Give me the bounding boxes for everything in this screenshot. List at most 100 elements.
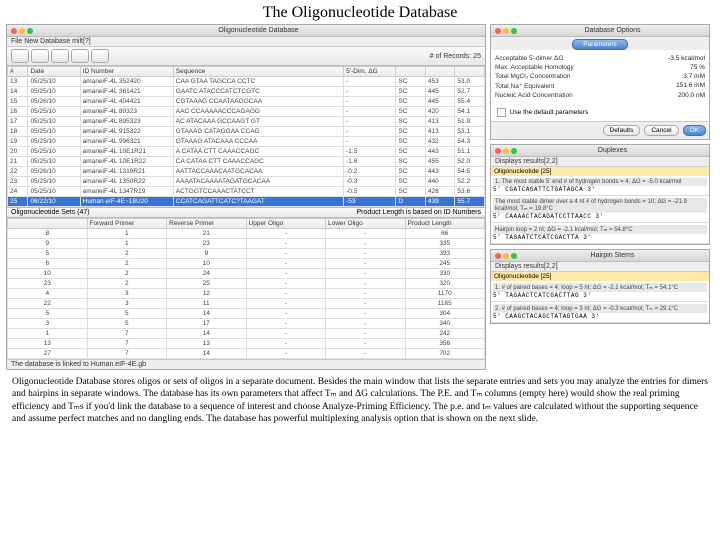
minimize-icon[interactable]: [503, 148, 509, 154]
main-titlebar[interactable]: Oligonucleotide Database: [7, 25, 485, 37]
table-row[interactable]: 22311--1165: [8, 299, 485, 309]
dup-section: 1. The most stable 5' end # of hydrogen …: [491, 176, 709, 196]
table-row[interactable]: 1905/25/10amaneiF-4L 996321GTAAAG ATACAA…: [8, 137, 485, 147]
dup-section: The most stable dimer over a 4 nt # of h…: [491, 196, 709, 223]
table-row[interactable]: 529--393: [8, 249, 485, 259]
table-row[interactable]: 2005/25/10amaneiF-4L 10E1R21A CATAA CTT …: [8, 147, 485, 157]
close-icon[interactable]: [495, 28, 501, 34]
table-row[interactable]: 1405/25/10amaneiF-4L 361421GAATC ATACCCA…: [8, 87, 485, 97]
table-row[interactable]: 1505/26/10amaneiF-4L 404421CGTAAAG CCAAT…: [8, 97, 485, 107]
col-header[interactable]: Upper Oligo: [246, 219, 326, 229]
tool-btn-5[interactable]: [91, 49, 109, 63]
opt-row: Total MgCl₂ Concentration3.7 mM: [495, 72, 705, 81]
sets-grid: Forward PrimerReverse PrimerUpper OligoL…: [7, 218, 485, 359]
table-row[interactable]: 4312--1170: [8, 289, 485, 299]
table-row[interactable]: 13713--356: [8, 339, 485, 349]
hair-oligo: Oligonucleotide [25]: [491, 272, 709, 281]
dup-section: Hairpin loop = 2 nt; ΔG = -2.1 kcal/mol;…: [491, 223, 709, 244]
opt-row: Acceptable 5'-dimer ΔG-3.5 kcal/mol: [495, 54, 705, 63]
dup-titlebar[interactable]: Duplexes: [491, 145, 709, 157]
zoom-icon[interactable]: [511, 148, 517, 154]
opts-title: Database Options: [520, 27, 705, 34]
duplexes-window: Duplexes Displays results[2,2] Oligonucl…: [490, 144, 710, 245]
main-footer: The database is linked to Human.eIF-4E.g…: [7, 359, 485, 369]
options-window: Database Options Parameters Acceptable 5…: [490, 24, 710, 140]
col-header[interactable]: [425, 67, 455, 77]
close-icon[interactable]: [495, 148, 501, 154]
hairpin-window: Hairpin Stems Displays results[2,2] Olig…: [490, 249, 710, 324]
col-header[interactable]: [8, 219, 88, 229]
records-count: # of Records: 25: [430, 53, 481, 60]
zoom-icon[interactable]: [511, 28, 517, 34]
sets-note: Product Length is based on ID Numbers: [356, 209, 481, 216]
defaults-button[interactable]: Defaults: [603, 125, 641, 136]
table-row[interactable]: 1605/25/10amaneiF-4L 80323AAC CCAAAAACCC…: [8, 107, 485, 117]
dup-sub: Displays results[2,2]: [491, 157, 709, 167]
default-params-checkbox[interactable]: [497, 108, 506, 117]
main-db-window: Oligonucleotide Database File New Databa…: [6, 24, 486, 370]
table-row[interactable]: 2405/25/10amaneiF-4L 1347R19ACTGGTCCAAAC…: [8, 187, 485, 197]
caption-text: Oligonucleotide Database stores oligos o…: [0, 370, 720, 429]
table-row[interactable]: 1305/25/10amaneiF-4L 352420CAA GTAA TAGC…: [8, 77, 485, 87]
cancel-button[interactable]: Cancel: [644, 125, 678, 136]
table-row[interactable]: 2305/25/10amaneiF-4L 1350R22AAAATACAAAAT…: [8, 177, 485, 187]
opt-row: Nucleic Acid Concentration200.0 nM: [495, 91, 705, 100]
col-header[interactable]: [396, 67, 426, 77]
ok-button[interactable]: OK: [683, 125, 706, 136]
checkbox-label: Use the default parameters: [510, 109, 588, 116]
table-row[interactable]: 6210--245: [8, 259, 485, 269]
page-title: The Oligonucleotide Database: [0, 4, 720, 22]
minimize-icon[interactable]: [503, 28, 509, 34]
close-icon[interactable]: [495, 253, 501, 259]
table-row[interactable]: 23225--320: [8, 279, 485, 289]
table-row[interactable]: 1714--242: [8, 329, 485, 339]
zoom-icon[interactable]: [511, 253, 517, 259]
parameters-tab[interactable]: Parameters: [572, 39, 628, 50]
opt-row: Max. Acceptable Homology75 %: [495, 63, 705, 72]
table-row[interactable]: 2506/22/10Human eIF-4E~18U20CCATCAGATTCA…: [8, 197, 485, 207]
main-window-title: Oligonucleotide Database: [36, 27, 481, 34]
sets-label: Oligonucleotide Sets (47): [11, 209, 90, 216]
hair-title: Hairpin Stems: [520, 252, 705, 259]
table-row[interactable]: 1705/25/10amaneiF-4L 895323AC ATACAAA GC…: [8, 117, 485, 127]
zoom-icon[interactable]: [27, 28, 33, 34]
table-row[interactable]: 8121--66: [8, 229, 485, 239]
col-header[interactable]: 5'-Dim. ΔG: [344, 67, 396, 77]
minimize-icon[interactable]: [19, 28, 25, 34]
table-row[interactable]: 2105/25/10amaneiF-4L 10E1R22CA CATAA CTT…: [8, 157, 485, 167]
main-menubar[interactable]: File New Database milt[?]: [7, 37, 485, 47]
table-row[interactable]: 3517--340: [8, 319, 485, 329]
col-header[interactable]: Lower Oligo: [326, 219, 406, 229]
tool-btn-1[interactable]: [11, 49, 29, 63]
opt-row: Total Na⁺ Equivalent151.6 mM: [495, 81, 705, 91]
hair-section: 1. # of paired bases = 4; loop = 5 nt; Δ…: [491, 281, 709, 302]
col-header[interactable]: #: [8, 67, 28, 77]
table-row[interactable]: 10224--330: [8, 269, 485, 279]
dup-oligo: Oligonucleotide [25]: [491, 167, 709, 176]
sets-header: Oligonucleotide Sets (47) Product Length…: [7, 207, 485, 218]
minimize-icon[interactable]: [503, 253, 509, 259]
records-grid: #DateID NumberSequence5'-Dim. ΔG1305/25/…: [7, 66, 485, 207]
col-header[interactable]: Date: [28, 67, 80, 77]
table-row[interactable]: 27714--702: [8, 349, 485, 359]
tool-btn-3[interactable]: [51, 49, 69, 63]
table-row[interactable]: 2205/26/10amaneiF-4L 1319R21AATTACCAAACA…: [8, 167, 485, 177]
table-row[interactable]: 1805/25/10amaneiF-4L 915322GTAAAG CATAGG…: [8, 127, 485, 137]
hair-titlebar[interactable]: Hairpin Stems: [491, 250, 709, 262]
tool-btn-4[interactable]: [71, 49, 89, 63]
col-header[interactable]: Product Length: [405, 219, 485, 229]
col-header[interactable]: Forward Primer: [87, 219, 167, 229]
col-header[interactable]: Reverse Primer: [167, 219, 247, 229]
col-header[interactable]: Sequence: [173, 67, 343, 77]
col-header[interactable]: [455, 67, 485, 77]
opts-titlebar[interactable]: Database Options: [491, 25, 709, 37]
table-row[interactable]: 9123--335: [8, 239, 485, 249]
hair-sub: Displays results[2,2]: [491, 262, 709, 272]
opts-body: Acceptable 5'-dimer ΔG-3.5 kcal/molMax. …: [491, 50, 709, 104]
close-icon[interactable]: [11, 28, 17, 34]
table-row[interactable]: 5514--304: [8, 309, 485, 319]
main-toolbar: # of Records: 25: [7, 47, 485, 66]
col-header[interactable]: ID Number: [80, 67, 173, 77]
tool-btn-2[interactable]: [31, 49, 49, 63]
dup-title: Duplexes: [520, 147, 705, 154]
